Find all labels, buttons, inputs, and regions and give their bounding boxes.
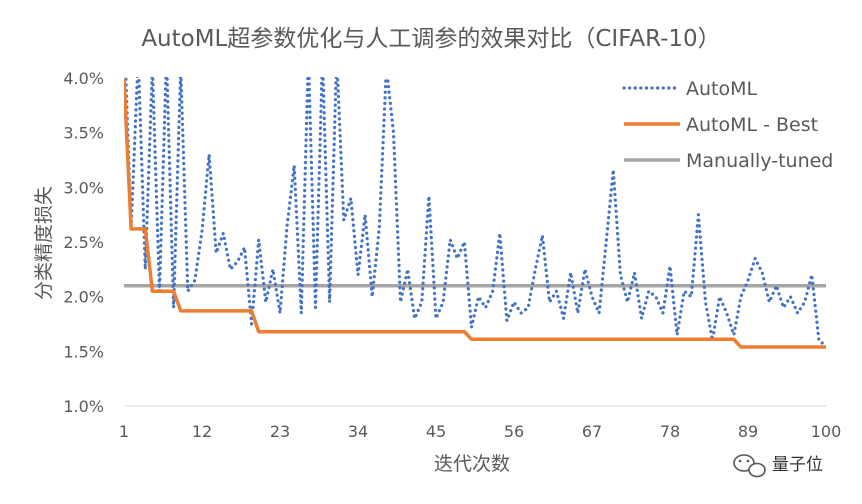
x-tick-label: 67	[582, 422, 602, 441]
y-tick-label: 1.5%	[63, 342, 104, 361]
y-tick-label: 3.0%	[63, 178, 104, 197]
series-line-automl-best	[124, 77, 826, 349]
watermark-text: 量子位	[772, 455, 823, 475]
y-tick-label: 1.0%	[63, 397, 104, 416]
y-tick-label: 4.0%	[63, 69, 104, 88]
plot-area	[124, 77, 826, 349]
y-tick-label: 2.0%	[63, 288, 104, 307]
x-tick-label: 78	[660, 422, 680, 441]
y-tick-label: 3.5%	[63, 124, 104, 143]
x-tick-label: 12	[192, 422, 212, 441]
series-line-automl	[124, 77, 826, 348]
x-tick-label: 1	[119, 422, 129, 441]
x-tick-label: 34	[348, 422, 368, 441]
x-tick-label: 23	[270, 422, 290, 441]
x-axis-ticks: 1 12 23 34 45 56 67 78 89 100	[119, 422, 841, 441]
legend-label: AutoML - Best	[686, 114, 818, 136]
x-tick-label: 56	[504, 422, 524, 441]
y-tick-label: 2.5%	[63, 233, 104, 252]
y-axis-label: 分类精度损失	[33, 186, 55, 300]
x-tick-label: 89	[738, 422, 758, 441]
chart-title: AutoML超参数优化与人工调参的效果对比（CIFAR-10）	[141, 26, 720, 52]
y-axis-ticks: 1.0% 1.5% 2.0% 2.5% 3.0% 3.5% 4.0%	[63, 69, 104, 416]
legend-label: AutoML	[686, 78, 758, 100]
legend: AutoML AutoML - Best Manually-tuned	[622, 78, 833, 172]
wechat-icon	[733, 454, 766, 478]
x-tick-label: 45	[426, 422, 446, 441]
x-tick-label: 100	[811, 422, 842, 441]
legend-label: Manually-tuned	[686, 150, 833, 172]
watermark: 量子位	[733, 454, 823, 478]
x-axis-label: 迭代次数	[434, 453, 510, 475]
